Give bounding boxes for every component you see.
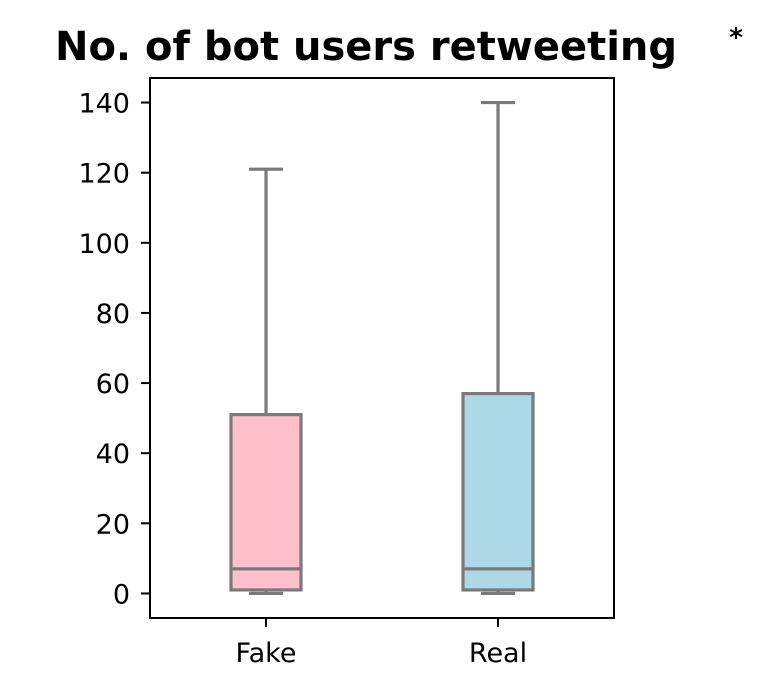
chart-title: No. of bot users retweeting bbox=[55, 24, 677, 70]
iqr-box bbox=[461, 391, 535, 592]
chart-title-text: No. of bot users retweeting bbox=[55, 24, 677, 70]
y-tick-label: 60 bbox=[96, 369, 130, 400]
y-tick-label: 0 bbox=[113, 579, 130, 610]
y-tick-label: 80 bbox=[96, 299, 130, 330]
plot-area bbox=[229, 100, 535, 596]
y-axis: 0 20 40 60 80 100 120 140 bbox=[78, 89, 150, 610]
axes-frame bbox=[149, 77, 615, 619]
box-fake bbox=[229, 167, 303, 596]
box-real bbox=[461, 100, 535, 596]
y-tick-label: 120 bbox=[78, 159, 130, 190]
y-tick-label: 140 bbox=[78, 89, 130, 120]
iqr-box bbox=[229, 413, 303, 592]
y-tick-label: 40 bbox=[96, 439, 130, 470]
x-tick-label: Real bbox=[469, 638, 527, 669]
x-axis: Fake Real bbox=[236, 618, 527, 669]
chart-title-marker: * bbox=[729, 23, 743, 53]
y-tick-label: 100 bbox=[78, 229, 130, 260]
y-tick-label: 20 bbox=[96, 509, 130, 540]
x-tick-label: Fake bbox=[236, 638, 297, 669]
